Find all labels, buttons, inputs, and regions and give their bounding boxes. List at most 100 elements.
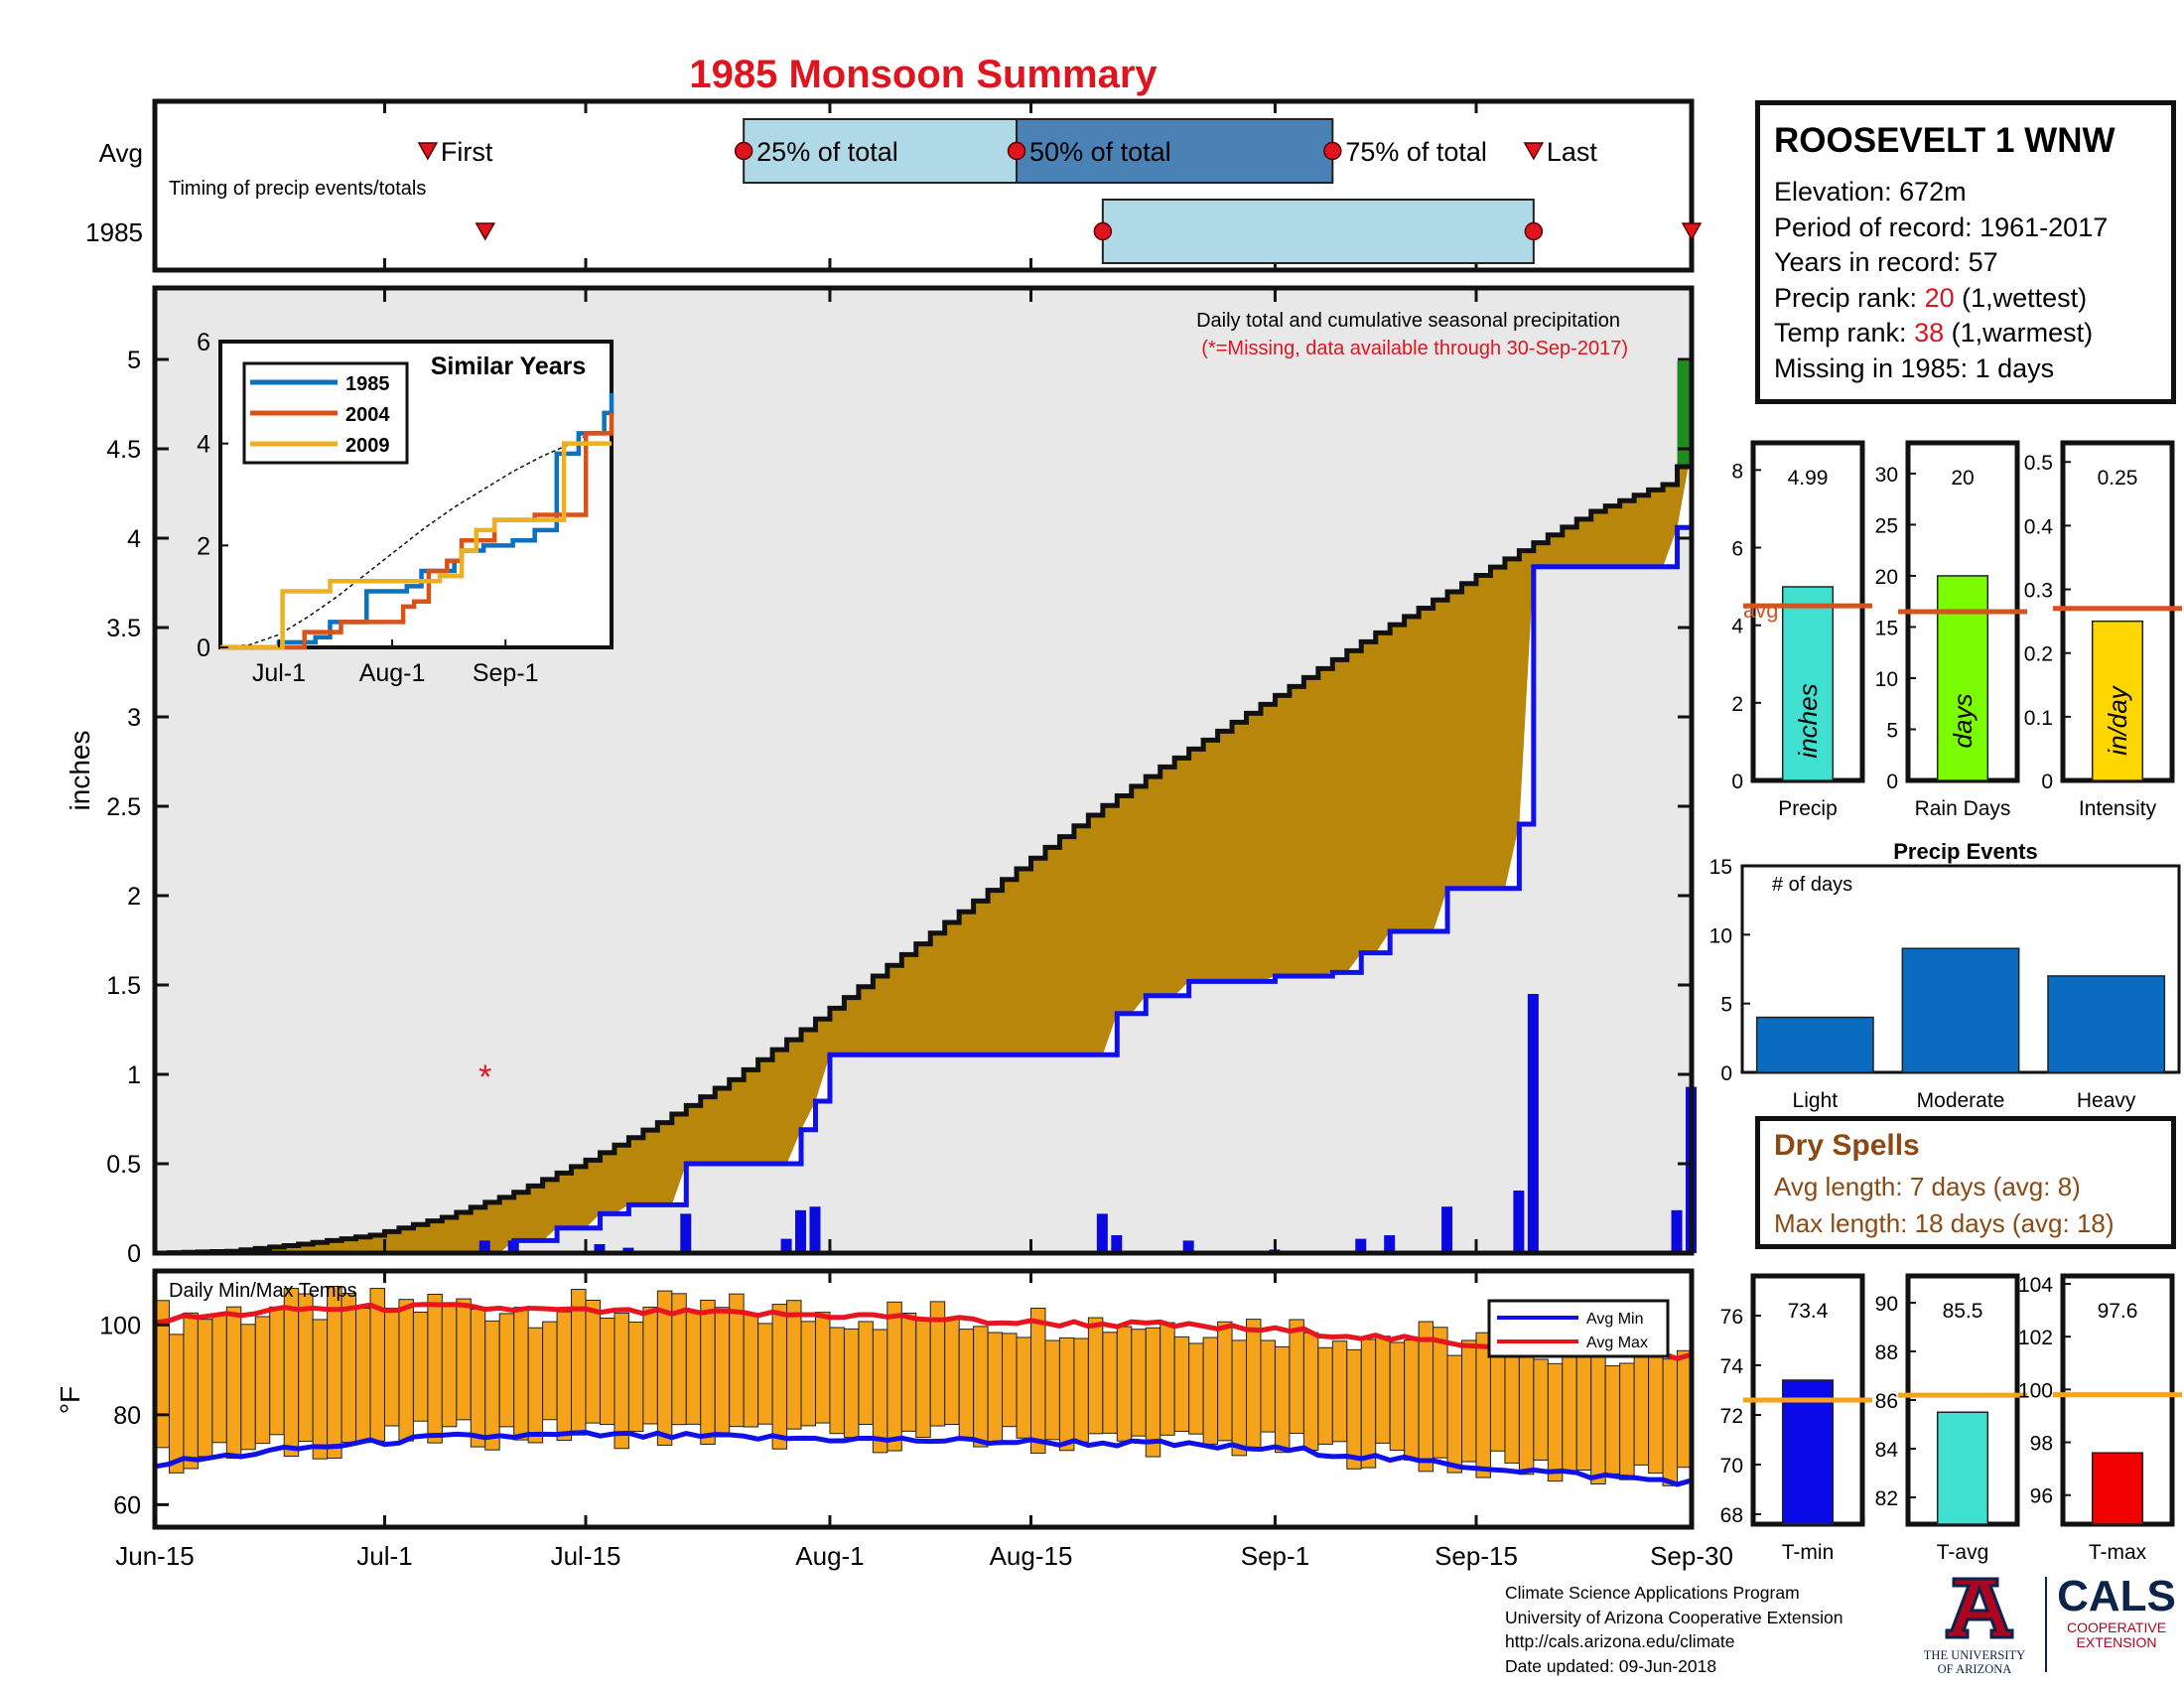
timing-row-year-label: 1985 <box>85 217 143 247</box>
temp-bar-28 <box>556 1311 573 1442</box>
temp-bar-82 <box>1331 1340 1348 1443</box>
credits-date: Date updated: 09-Jun-2018 <box>1505 1655 1717 1676</box>
tavg-summary-y-tick-label-3: 88 <box>1875 1341 1898 1364</box>
temp-bar-60 <box>1016 1336 1032 1439</box>
temp-bar-56 <box>958 1329 975 1439</box>
tavg-summary-chart: 85.5 82 84 86 88 90 T-avg <box>1875 1273 2027 1564</box>
tmax-summary-y-tick-label-1: 98 <box>2030 1433 2053 1456</box>
temp-bar-84 <box>1360 1338 1377 1469</box>
similar-years-ticks: 0 2 4 6 Jul-1 Aug-1 Sep-1 <box>197 329 538 687</box>
station-elevation: Elevation: 672m <box>1774 177 1967 207</box>
similar-years-inset: 0 2 4 6 Jul-1 Aug-1 Sep-1 Similar Years 1985 2… <box>197 329 614 687</box>
inset-y-tick-label-2: 4 <box>197 431 210 459</box>
intensity-summary-y-tick-label-5: 0.5 <box>2024 452 2053 475</box>
legend-label-1985: 1985 <box>345 373 390 395</box>
legend-label-avg-max: Avg Max <box>1586 1335 1648 1351</box>
precip-events-bars <box>1755 947 2166 1073</box>
timing-avg-last-marker <box>1523 142 1545 161</box>
date-axis-label-7: Sep-30 <box>1650 1541 1733 1571</box>
daily-precip-bar-4 <box>680 1213 692 1253</box>
temp-bar-73 <box>1202 1336 1219 1445</box>
tmax-summary-y-tick-label-2: 100 <box>2018 1379 2053 1402</box>
timing-avg-p50-marker <box>1007 141 1026 161</box>
precip-y-tick-label-7: 3.5 <box>106 615 141 642</box>
temp-bar-65 <box>1087 1317 1104 1435</box>
precip-events-y-tick-label-2: 10 <box>1709 924 1732 947</box>
precip-y-tick-label-5: 2.5 <box>106 793 141 821</box>
station-name: ROOSEVELT 1 WNW <box>1774 121 2116 160</box>
ua-logo-text-1: THE UNIVERSITY <box>1923 1648 2026 1662</box>
temp-bar-41 <box>743 1313 759 1428</box>
temp-bar-48 <box>843 1328 860 1439</box>
temp-bar-88 <box>1418 1321 1434 1473</box>
temp-bar-16 <box>383 1307 400 1427</box>
temp-rank-prefix: Temp rank: <box>1774 318 1915 348</box>
temp-bar-71 <box>1173 1336 1190 1433</box>
temp-bar-42 <box>757 1323 773 1425</box>
station-info-box: ROOSEVELT 1 WNW Elevation: 672m Period o… <box>1755 100 2176 404</box>
precip-events-bar-2 <box>2047 975 2166 1073</box>
precip-y-tick-label-6: 3 <box>127 704 141 732</box>
date-axis-label-6: Sep-15 <box>1434 1541 1518 1571</box>
precip-y-tick-label-9: 4.5 <box>106 436 141 464</box>
precip-events-y-tick-label-0: 0 <box>1720 1062 1732 1085</box>
temp-bar-89 <box>1433 1327 1448 1459</box>
precip-events-y-tick-label-1: 5 <box>1720 994 1732 1017</box>
temperature-y-axis: 60 80 100 <box>99 1312 169 1519</box>
tmin-summary-y-tick-label-2: 72 <box>1720 1405 1743 1428</box>
tavg-summary-y-tick-label-1: 84 <box>1875 1439 1899 1462</box>
precip-events-category-label-2: Heavy <box>2077 1089 2136 1112</box>
daily-precip-bar-3 <box>622 1247 634 1253</box>
temp-y-tick-label-0: 60 <box>113 1491 141 1519</box>
timing-p75-label: 75% of total <box>1345 137 1487 167</box>
temp-bar-79 <box>1289 1319 1304 1434</box>
tmax-summary-category-label: T-max <box>2089 1541 2147 1564</box>
temp-bar-78 <box>1274 1345 1291 1454</box>
temp-bar-11 <box>312 1319 329 1460</box>
temp-bar-72 <box>1188 1342 1204 1435</box>
timing-avg-p25-marker <box>734 141 753 161</box>
tavg-summary-y-tick-label-0: 82 <box>1875 1487 1898 1510</box>
temp-bar-83 <box>1346 1348 1362 1470</box>
avg-min-line <box>154 1430 1693 1487</box>
precip-summary-y-tick-label-0: 0 <box>1731 771 1743 793</box>
cals-logo-subtext-1: COOPERATIVE <box>2066 1619 2167 1635</box>
timing-ticks <box>153 101 1694 270</box>
precip-caption: Daily total and cumulative seasonal prec… <box>1196 310 1620 332</box>
cals-logo-text: CALS <box>2057 1572 2176 1620</box>
credits-block: Climate Science Applications Program Uni… <box>1505 1581 1843 1678</box>
temp-bar-74 <box>1217 1321 1233 1442</box>
temp-bar-62 <box>1044 1339 1060 1441</box>
temp-bar-8 <box>269 1306 285 1436</box>
precip-panel-frame <box>152 285 1695 1256</box>
date-axis-label-2: Jul-15 <box>551 1541 621 1571</box>
temp-bar-75 <box>1231 1339 1248 1457</box>
temp-bar-49 <box>858 1321 874 1426</box>
precip-y-tick-label-4: 2 <box>127 883 141 911</box>
temp-bar-31 <box>599 1318 615 1426</box>
raindays-summary-y-tick-label-2: 10 <box>1875 668 1898 691</box>
temp-bar-19 <box>427 1293 443 1444</box>
temp-bar-91 <box>1461 1339 1477 1463</box>
intensity-summary-bar <box>2091 620 2144 781</box>
missing-data-marker: * <box>478 1058 491 1096</box>
station-years: Years in record: 57 <box>1774 247 1998 277</box>
temp-bar-102 <box>1619 1362 1635 1480</box>
daily-precip-bar-16 <box>1527 994 1539 1253</box>
date-axis-labels: Jun-15 Jul-1 Jul-15 Aug-1 Aug-15 Sep-1 Sep-15 S… <box>115 1541 1733 1571</box>
temp-bar-7 <box>254 1316 271 1445</box>
precip-y-tick-label-8: 4 <box>127 525 141 553</box>
temp-bar-63 <box>1058 1336 1075 1452</box>
temp-bar-61 <box>1030 1307 1046 1454</box>
cumulative-1985-area <box>155 360 1692 1253</box>
temp-bar-96 <box>1533 1358 1549 1461</box>
station-precip-rank: Precip rank: 20 (1,wettest) <box>1774 281 2157 317</box>
temperature-x-ticks <box>153 1271 1694 1527</box>
temp-bar-98 <box>1562 1345 1577 1474</box>
tmax-summary-chart: 97.6 96 98 100 102 104 T-max <box>2018 1273 2182 1564</box>
timing-panel: Avg 1985 Timing of precip events/totals … <box>85 98 1703 273</box>
timing-caption: Timing of precip events/totals <box>169 178 426 200</box>
tmin-summary-chart: 73.4 68 70 72 74 76 T-min <box>1720 1273 1872 1564</box>
timing-last-label: Last <box>1547 137 1598 167</box>
